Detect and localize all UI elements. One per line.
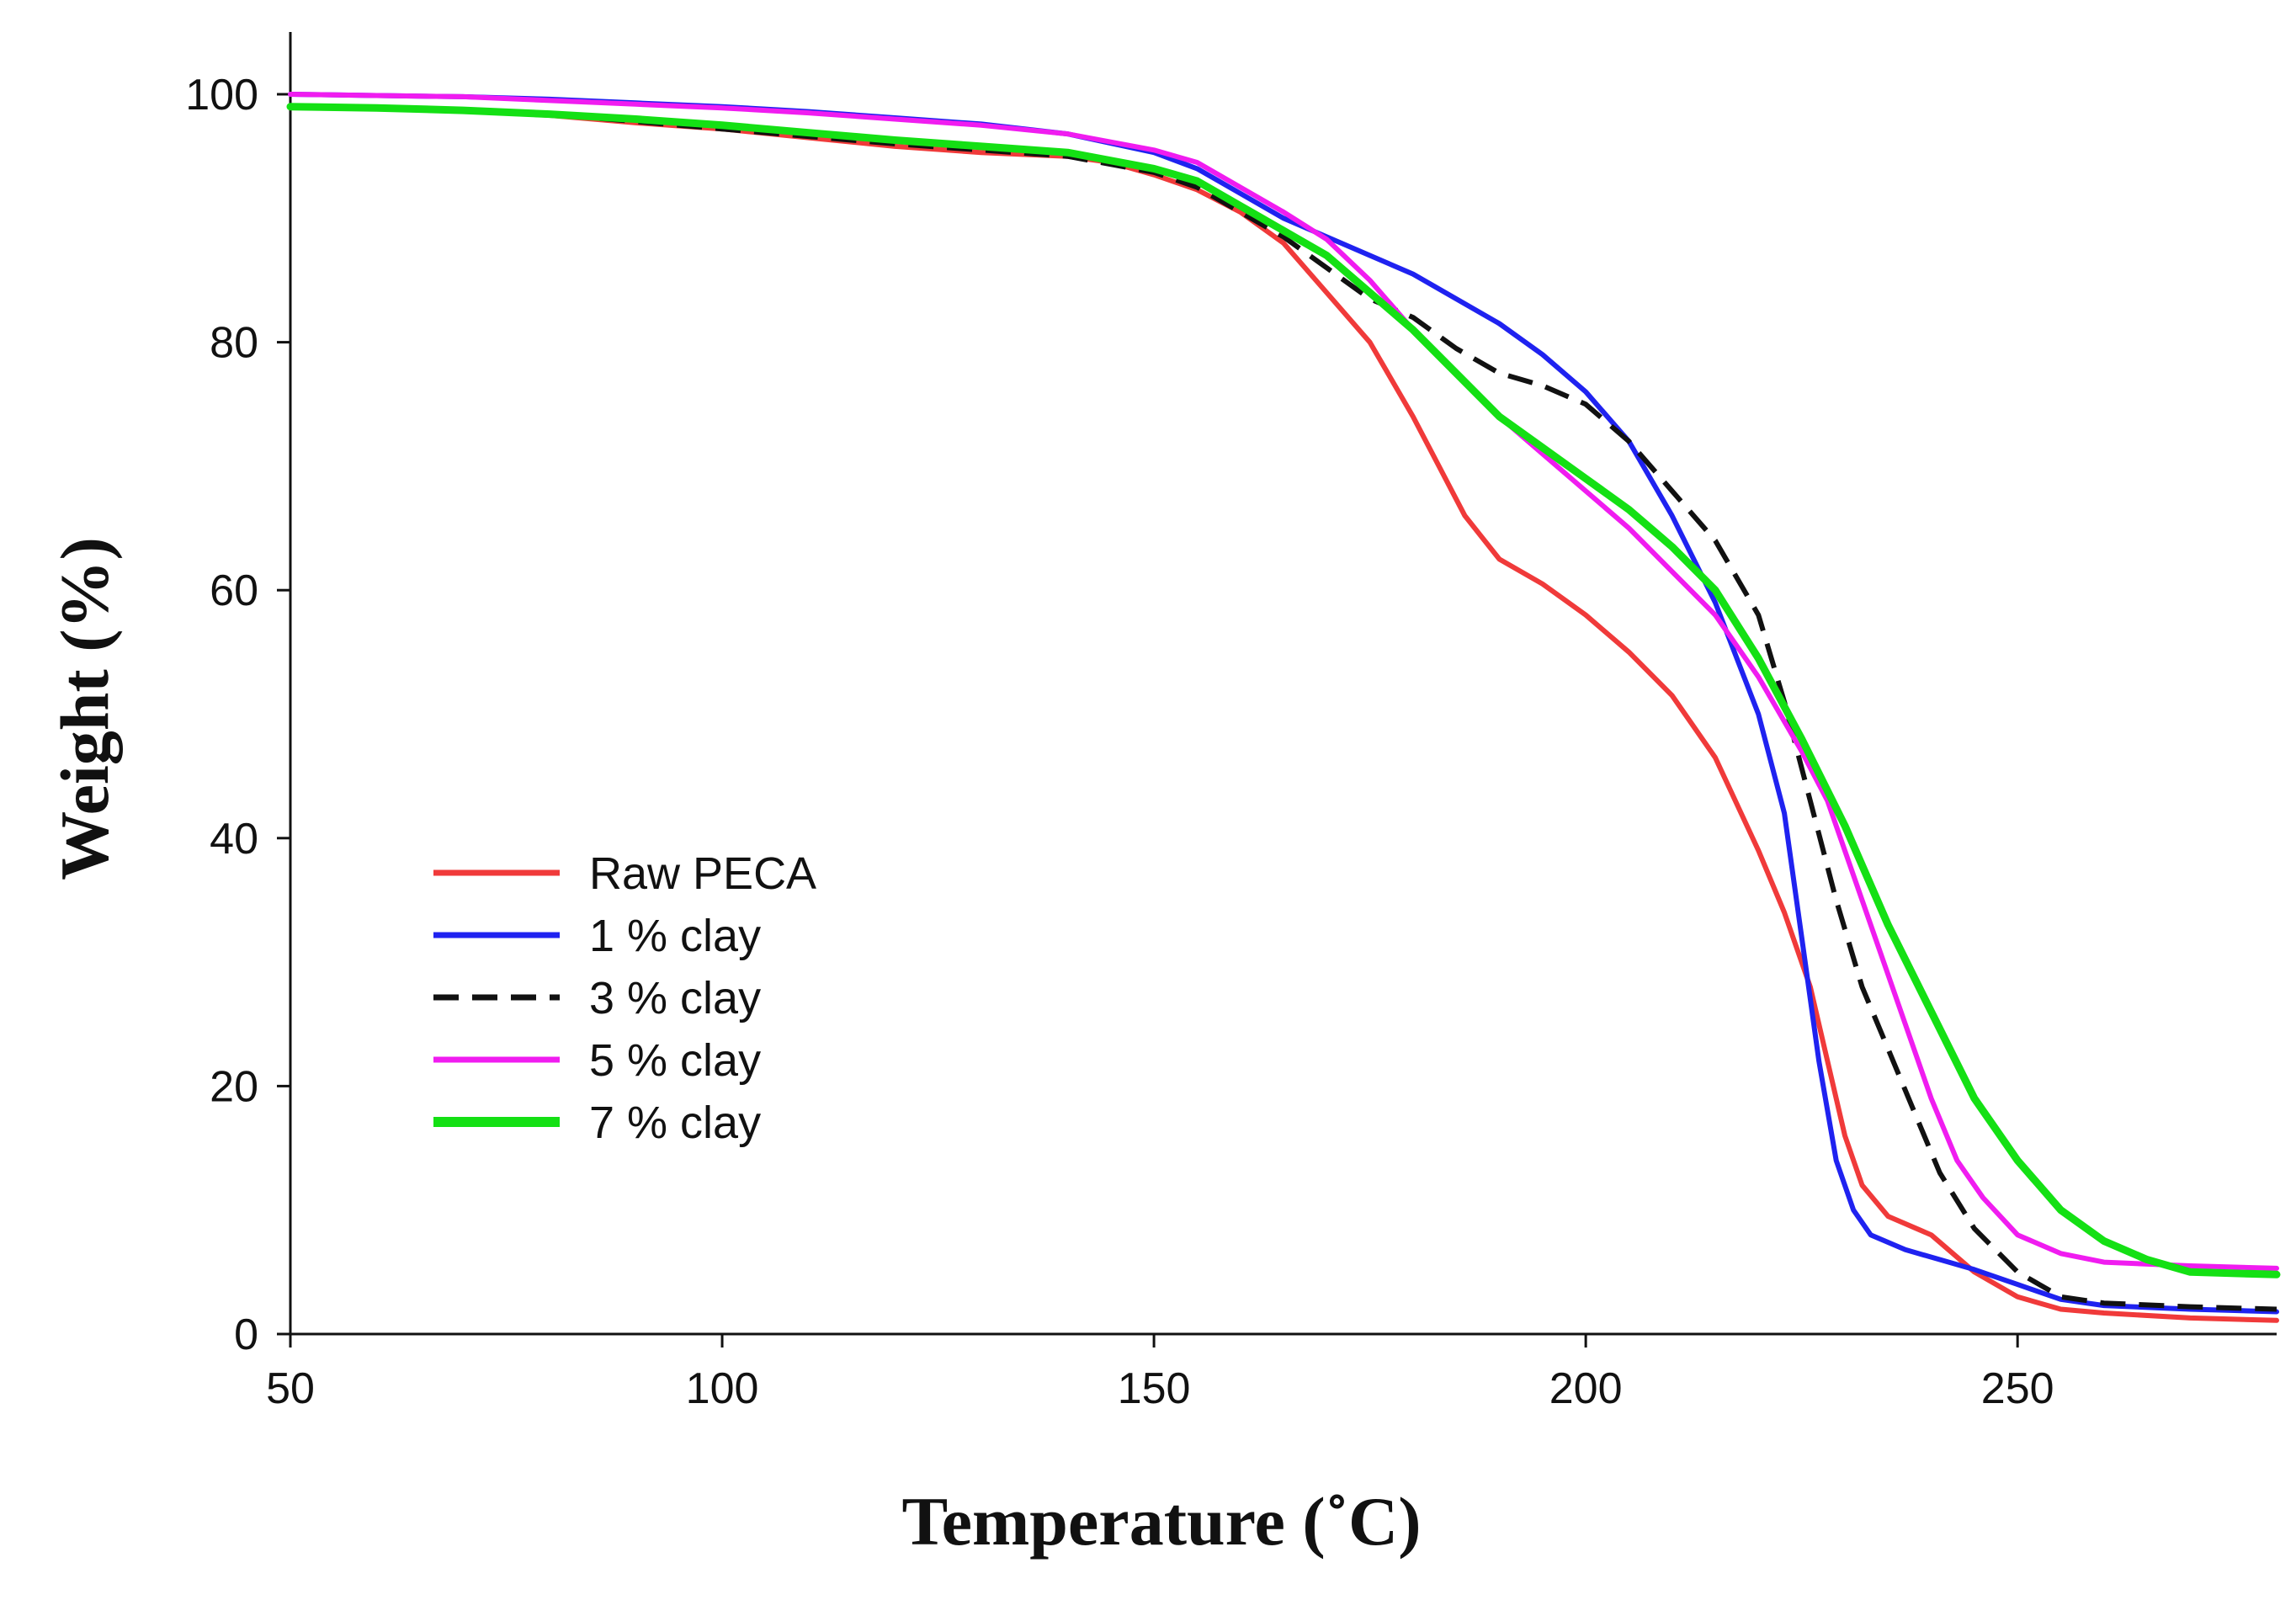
y-tick-label: 20 (210, 1062, 258, 1111)
y-tick-label: 40 (210, 815, 258, 864)
y-tick-label: 60 (210, 566, 258, 615)
x-axis-title: Temperature (˚C) (901, 1483, 1421, 1560)
axes: 50 100 150 200 250 0 20 40 60 80 100 (185, 32, 2277, 1413)
legend-label-4: 5 % clay (589, 1035, 761, 1086)
y-tick-label: 80 (210, 319, 258, 368)
legend-label-1: Raw PECA (589, 848, 816, 899)
x-tick-label: 250 (1981, 1364, 2054, 1413)
y-tick-label: 100 (185, 71, 258, 120)
series-layer (286, 92, 2281, 1323)
series-line-5 (286, 103, 2281, 1278)
legend-label-3: 3 % clay (589, 973, 761, 1023)
series-line-2 (288, 92, 2279, 1315)
y-axis-title: Weight (%) (46, 537, 123, 880)
y-tick-label: 0 (234, 1310, 258, 1359)
series-line-4 (288, 92, 2279, 1271)
x-tick-label: 150 (1118, 1364, 1191, 1413)
x-tick-label: 50 (266, 1364, 315, 1413)
series-line-3 (290, 104, 2277, 1312)
x-tick-label: 100 (686, 1364, 759, 1413)
legend: Raw PECA 1 % clay 3 % clay 5 % clay 7 % clay (433, 848, 816, 1148)
legend-label-5: 7 % clay (589, 1098, 761, 1148)
series-line-1 (288, 104, 2279, 1323)
x-tick-label: 200 (1549, 1364, 1623, 1413)
legend-label-2: 1 % clay (589, 911, 761, 961)
